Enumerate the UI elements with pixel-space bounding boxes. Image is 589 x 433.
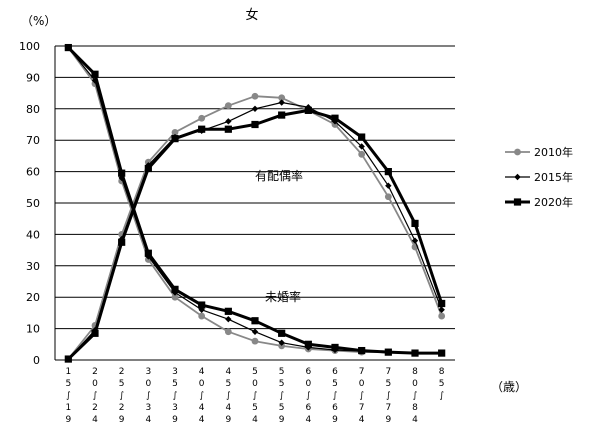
data-point-married-2020-13 — [411, 219, 419, 228]
x-tick-label-10: 6 5 ∫ 6 9 — [332, 367, 338, 425]
data-point-married-2020-8 — [278, 111, 286, 119]
annotation-married-rate: 有配偶率 — [255, 168, 303, 183]
data-point-married-2020-6 — [224, 125, 232, 133]
x-tick-label-11: 7 0 ∫ 7 4 — [359, 367, 365, 425]
x-tick-label-4: 3 5 ∫ 3 9 — [172, 367, 178, 425]
data-point-married-2010-7 — [251, 92, 259, 100]
x-tick-label-6: 4 5 ∫ 4 9 — [225, 367, 231, 425]
data-point-unmarried-2015-7 — [251, 328, 259, 335]
x-tick-label-3: 3 0 ∫ 3 4 — [145, 367, 151, 425]
y-tick-label-50: 50 — [26, 197, 40, 210]
data-point-unmarried-2020-11 — [358, 346, 366, 355]
data-point-married-2015-12 — [385, 182, 392, 189]
data-point-unmarried-2015-8 — [278, 339, 285, 346]
data-point-married-2015-14 — [438, 306, 445, 313]
data-point-married-2010-5 — [198, 114, 206, 122]
data-point-married-2020-9 — [304, 106, 312, 114]
legend-marker-2015 — [514, 173, 521, 181]
x-tick-label-2: 2 5 ∫ 2 9 — [119, 367, 125, 425]
data-point-unmarried-2020-6 — [224, 307, 232, 315]
x-axis-unit-label: （歳） — [491, 380, 527, 394]
data-point-unmarried-2020-9 — [304, 340, 312, 348]
x-tick-label-9: 6 0 ∫ 6 4 — [305, 367, 311, 425]
data-point-unmarried-2020-10 — [331, 343, 339, 352]
y-axis-unit-label: （%） — [21, 14, 56, 28]
data-point-married-2020-7 — [251, 120, 259, 129]
data-point-married-2015-6 — [225, 118, 232, 125]
data-point-unmarried-2020-5 — [198, 301, 206, 309]
data-point-married-2020-11 — [358, 133, 366, 141]
data-point-married-2015-8 — [278, 99, 285, 106]
data-point-unmarried-2010-5 — [198, 312, 206, 320]
series-layer — [64, 43, 446, 363]
data-point-married-2010-6 — [224, 102, 232, 110]
y-tick-label-30: 30 — [26, 260, 40, 273]
data-point-unmarried-2020-13 — [411, 349, 419, 357]
data-point-married-2020-1 — [91, 329, 99, 337]
data-point-married-2020-5 — [198, 125, 206, 133]
y-tick-label-60: 60 — [26, 166, 40, 179]
y-tick-label-90: 90 — [26, 71, 40, 84]
data-point-married-2020-3 — [144, 164, 152, 173]
x-tick-label-13: 8 0 ∫ 8 4 — [412, 367, 418, 425]
x-tick-label-14: 8 5 ∫ — [439, 367, 445, 401]
annotation-unmarried-rate: 未婚率 — [265, 289, 301, 304]
x-tick-label-0: 1 5 ∫ 1 9 — [65, 367, 71, 425]
data-point-married-2015-7 — [251, 105, 259, 112]
data-point-married-2010-11 — [358, 150, 366, 158]
x-tick-label-7: 5 0 ∫ 5 4 — [252, 367, 258, 425]
legend-label-2020: 2020年 — [534, 195, 573, 209]
y-tick-label-20: 20 — [26, 291, 40, 304]
data-point-married-2015-13 — [411, 237, 419, 244]
data-point-married-2020-12 — [384, 168, 392, 176]
data-point-unmarried-2010-7 — [251, 337, 259, 345]
data-point-married-2010-4 — [171, 128, 179, 136]
data-point-unmarried-2020-0 — [64, 43, 72, 52]
data-point-unmarried-2020-2 — [118, 169, 126, 177]
y-tick-label-70: 70 — [26, 134, 40, 147]
data-point-married-2015-11 — [358, 143, 365, 150]
data-point-married-2020-4 — [171, 135, 179, 143]
data-point-unmarried-2020-4 — [171, 285, 179, 293]
data-point-unmarried-2020-14 — [438, 349, 446, 357]
data-point-unmarried-2020-3 — [144, 249, 152, 257]
legend-marker-2020 — [513, 198, 522, 206]
data-point-unmarried-2020-7 — [251, 317, 259, 325]
data-point-married-2010-8 — [278, 94, 286, 102]
y-tick-label-80: 80 — [26, 103, 40, 116]
data-point-married-2010-12 — [384, 193, 392, 201]
data-point-married-2020-0 — [64, 355, 72, 363]
x-tick-label-1: 2 0 ∫ 2 4 — [92, 367, 98, 425]
y-tick-label-0: 0 — [33, 354, 40, 367]
x-tick-label-12: 7 5 ∫ 7 9 — [385, 367, 391, 425]
legend-marker-2010 — [514, 148, 521, 156]
data-point-married-2020-14 — [438, 299, 446, 308]
data-point-unmarried-2015-6 — [225, 315, 232, 323]
data-point-married-2020-10 — [331, 114, 339, 122]
data-point-unmarried-2010-4 — [171, 293, 179, 301]
y-tick-label-10: 10 — [26, 323, 40, 336]
x-tick-label-8: 5 5 ∫ 5 9 — [279, 367, 285, 425]
data-point-married-2010-14 — [438, 312, 446, 320]
y-tick-label-40: 40 — [26, 228, 40, 241]
legend: 2010年 2015年 2020年 — [505, 145, 573, 209]
legend-label-2015: 2015年 — [534, 170, 573, 184]
data-point-unmarried-2020-1 — [91, 70, 99, 78]
legend-label-2010: 2010年 — [534, 145, 573, 159]
data-point-married-2020-2 — [118, 238, 126, 246]
y-axis-ticks: 0 10 20 30 40 50 60 70 80 90 100 — [19, 40, 40, 367]
data-point-unmarried-2020-8 — [278, 329, 286, 337]
data-point-unmarried-2020-12 — [384, 348, 392, 356]
x-tick-label-5: 4 0 ∫ 4 4 — [199, 367, 205, 425]
x-axis-ticks: 1 5 ∫ 1 9 2 0 ∫ 2 4 2 5 ∫ 2 9 3 0 ∫ 3 4 3 5 ∫ 3 9 4 0 ∫ 4 4 4 5 ∫ 4 9 5 0 ∫ 5 4… — [65, 367, 444, 425]
y-tick-label-100: 100 — [19, 40, 40, 53]
data-point-unmarried-2010-6 — [224, 328, 232, 336]
chart-title: 女 — [245, 7, 258, 23]
